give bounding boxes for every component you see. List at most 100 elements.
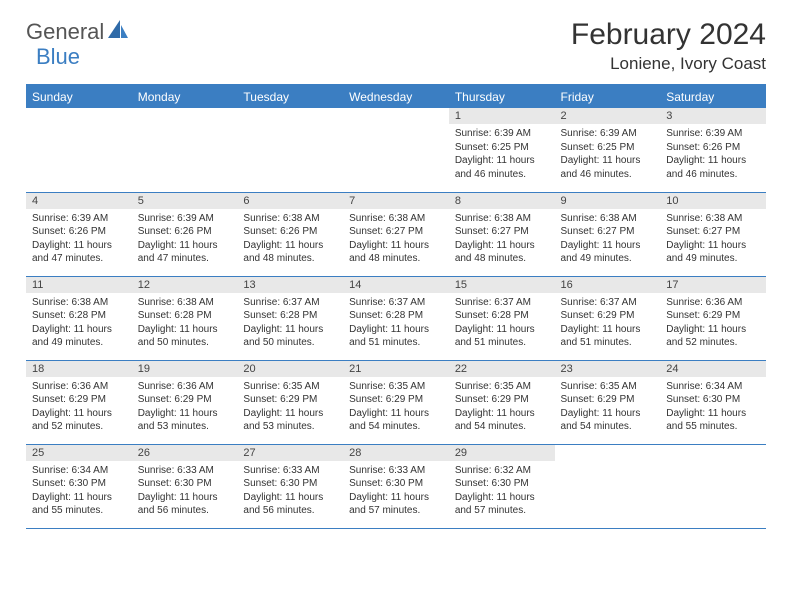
daylight-text: Daylight: 11 hours and 53 minutes. (138, 407, 232, 434)
sunrise-text: Sunrise: 6:39 AM (455, 127, 549, 141)
daylight-text: Daylight: 11 hours and 48 minutes. (455, 239, 549, 266)
day-number: 5 (132, 193, 238, 209)
sunset-text: Sunset: 6:25 PM (455, 141, 549, 155)
sunset-text: Sunset: 6:28 PM (138, 309, 232, 323)
calendar-day-cell: 1Sunrise: 6:39 AMSunset: 6:25 PMDaylight… (449, 108, 555, 192)
daylight-text: Daylight: 11 hours and 54 minutes. (455, 407, 549, 434)
sunset-text: Sunset: 6:29 PM (455, 393, 549, 407)
day-info: Sunrise: 6:35 AMSunset: 6:29 PMDaylight:… (237, 377, 343, 437)
calendar-day-cell: 17Sunrise: 6:36 AMSunset: 6:29 PMDayligh… (660, 276, 766, 360)
daylight-text: Daylight: 11 hours and 47 minutes. (32, 239, 126, 266)
weekday-header: Wednesday (343, 85, 449, 108)
sunset-text: Sunset: 6:30 PM (666, 393, 760, 407)
weekday-header: Tuesday (237, 85, 343, 108)
sunrise-text: Sunrise: 6:37 AM (455, 296, 549, 310)
weekday-header: Friday (555, 85, 661, 108)
day-info: Sunrise: 6:38 AMSunset: 6:28 PMDaylight:… (132, 293, 238, 353)
calendar-week-row: 25Sunrise: 6:34 AMSunset: 6:30 PMDayligh… (26, 444, 766, 528)
daylight-text: Daylight: 11 hours and 52 minutes. (666, 323, 760, 350)
day-number: 14 (343, 277, 449, 293)
daylight-text: Daylight: 11 hours and 55 minutes. (32, 491, 126, 518)
sunrise-text: Sunrise: 6:39 AM (138, 212, 232, 226)
day-info: Sunrise: 6:36 AMSunset: 6:29 PMDaylight:… (660, 293, 766, 353)
day-number: 28 (343, 445, 449, 461)
sunset-text: Sunset: 6:30 PM (243, 477, 337, 491)
daylight-text: Daylight: 11 hours and 49 minutes. (32, 323, 126, 350)
day-info: Sunrise: 6:36 AMSunset: 6:29 PMDaylight:… (132, 377, 238, 437)
daylight-text: Daylight: 11 hours and 50 minutes. (243, 323, 337, 350)
sunset-text: Sunset: 6:27 PM (561, 225, 655, 239)
day-number: 23 (555, 361, 661, 377)
daylight-text: Daylight: 11 hours and 46 minutes. (666, 154, 760, 181)
day-number: 4 (26, 193, 132, 209)
calendar-day-cell: 24Sunrise: 6:34 AMSunset: 6:30 PMDayligh… (660, 360, 766, 444)
sunset-text: Sunset: 6:28 PM (349, 309, 443, 323)
calendar-day-cell: 25Sunrise: 6:34 AMSunset: 6:30 PMDayligh… (26, 444, 132, 528)
day-info: Sunrise: 6:36 AMSunset: 6:29 PMDaylight:… (26, 377, 132, 437)
sunset-text: Sunset: 6:29 PM (561, 393, 655, 407)
sunset-text: Sunset: 6:26 PM (666, 141, 760, 155)
day-info: Sunrise: 6:37 AMSunset: 6:29 PMDaylight:… (555, 293, 661, 353)
sunset-text: Sunset: 6:27 PM (349, 225, 443, 239)
calendar-table: Sunday Monday Tuesday Wednesday Thursday… (26, 84, 766, 529)
daylight-text: Daylight: 11 hours and 57 minutes. (349, 491, 443, 518)
calendar-day-cell: 3Sunrise: 6:39 AMSunset: 6:26 PMDaylight… (660, 108, 766, 192)
daylight-text: Daylight: 11 hours and 56 minutes. (243, 491, 337, 518)
calendar-day-cell: 10Sunrise: 6:38 AMSunset: 6:27 PMDayligh… (660, 192, 766, 276)
calendar-week-row: 4Sunrise: 6:39 AMSunset: 6:26 PMDaylight… (26, 192, 766, 276)
sunrise-text: Sunrise: 6:37 AM (243, 296, 337, 310)
page-header: General February 2024 Loniene, Ivory Coa… (26, 18, 766, 74)
calendar-day-cell: 7Sunrise: 6:38 AMSunset: 6:27 PMDaylight… (343, 192, 449, 276)
calendar-day-cell (343, 108, 449, 192)
day-info: Sunrise: 6:34 AMSunset: 6:30 PMDaylight:… (26, 461, 132, 521)
day-info: Sunrise: 6:38 AMSunset: 6:28 PMDaylight:… (26, 293, 132, 353)
sunset-text: Sunset: 6:30 PM (455, 477, 549, 491)
day-number: 2 (555, 108, 661, 124)
calendar-day-cell: 26Sunrise: 6:33 AMSunset: 6:30 PMDayligh… (132, 444, 238, 528)
calendar-week-row: 18Sunrise: 6:36 AMSunset: 6:29 PMDayligh… (26, 360, 766, 444)
day-info: Sunrise: 6:33 AMSunset: 6:30 PMDaylight:… (343, 461, 449, 521)
sunrise-text: Sunrise: 6:38 AM (32, 296, 126, 310)
sunset-text: Sunset: 6:28 PM (455, 309, 549, 323)
sunrise-text: Sunrise: 6:34 AM (666, 380, 760, 394)
calendar-day-cell: 16Sunrise: 6:37 AMSunset: 6:29 PMDayligh… (555, 276, 661, 360)
calendar-day-cell: 13Sunrise: 6:37 AMSunset: 6:28 PMDayligh… (237, 276, 343, 360)
day-number: 16 (555, 277, 661, 293)
sunset-text: Sunset: 6:26 PM (32, 225, 126, 239)
day-number: 20 (237, 361, 343, 377)
sunrise-text: Sunrise: 6:37 AM (349, 296, 443, 310)
day-number: 17 (660, 277, 766, 293)
day-number: 1 (449, 108, 555, 124)
weekday-header: Monday (132, 85, 238, 108)
calendar-day-cell: 4Sunrise: 6:39 AMSunset: 6:26 PMDaylight… (26, 192, 132, 276)
sail-icon (106, 18, 132, 45)
sunset-text: Sunset: 6:28 PM (32, 309, 126, 323)
calendar-day-cell (237, 108, 343, 192)
daylight-text: Daylight: 11 hours and 46 minutes. (561, 154, 655, 181)
daylight-text: Daylight: 11 hours and 56 minutes. (138, 491, 232, 518)
sunrise-text: Sunrise: 6:38 AM (243, 212, 337, 226)
day-info: Sunrise: 6:39 AMSunset: 6:25 PMDaylight:… (449, 124, 555, 184)
sunset-text: Sunset: 6:28 PM (243, 309, 337, 323)
sunset-text: Sunset: 6:29 PM (32, 393, 126, 407)
sunrise-text: Sunrise: 6:38 AM (666, 212, 760, 226)
sunset-text: Sunset: 6:30 PM (138, 477, 232, 491)
sunset-text: Sunset: 6:27 PM (666, 225, 760, 239)
day-number: 7 (343, 193, 449, 209)
daylight-text: Daylight: 11 hours and 51 minutes. (561, 323, 655, 350)
calendar-day-cell: 15Sunrise: 6:37 AMSunset: 6:28 PMDayligh… (449, 276, 555, 360)
sunrise-text: Sunrise: 6:36 AM (666, 296, 760, 310)
calendar-day-cell: 9Sunrise: 6:38 AMSunset: 6:27 PMDaylight… (555, 192, 661, 276)
sunrise-text: Sunrise: 6:38 AM (138, 296, 232, 310)
sunset-text: Sunset: 6:29 PM (138, 393, 232, 407)
day-info: Sunrise: 6:39 AMSunset: 6:26 PMDaylight:… (26, 209, 132, 269)
calendar-day-cell: 6Sunrise: 6:38 AMSunset: 6:26 PMDaylight… (237, 192, 343, 276)
calendar-day-cell: 21Sunrise: 6:35 AMSunset: 6:29 PMDayligh… (343, 360, 449, 444)
day-number: 18 (26, 361, 132, 377)
day-number: 26 (132, 445, 238, 461)
daylight-text: Daylight: 11 hours and 54 minutes. (561, 407, 655, 434)
calendar-day-cell: 29Sunrise: 6:32 AMSunset: 6:30 PMDayligh… (449, 444, 555, 528)
day-info: Sunrise: 6:38 AMSunset: 6:27 PMDaylight:… (660, 209, 766, 269)
day-number: 27 (237, 445, 343, 461)
calendar-day-cell: 5Sunrise: 6:39 AMSunset: 6:26 PMDaylight… (132, 192, 238, 276)
